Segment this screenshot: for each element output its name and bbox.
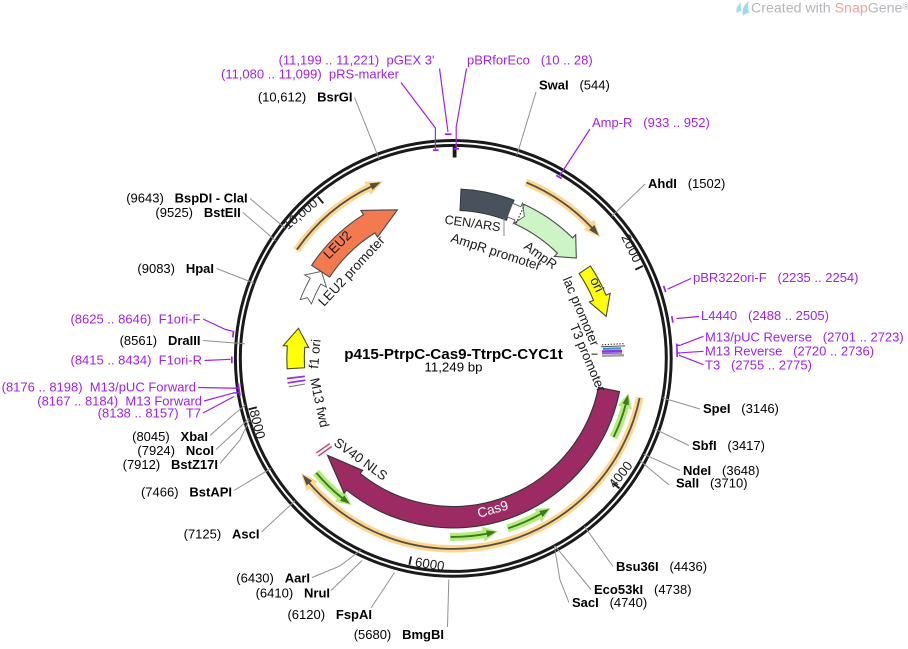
svg-text:2000: 2000 [618, 232, 644, 265]
svg-text:(6410) NruI: (6410) NruI [256, 586, 330, 601]
svg-text:SpeI (3146): SpeI (3146) [703, 401, 779, 416]
svg-text:(8561) DraIII: (8561) DraIII [120, 333, 201, 348]
svg-text:(6430) AarI: (6430) AarI [236, 571, 310, 586]
svg-text:pBR322ori-F (2235 .. 2254): pBR322ori-F (2235 .. 2254) [693, 270, 858, 285]
svg-text:(6120) FspAI: (6120) FspAI [287, 607, 372, 622]
svg-text:(7466) BstAPI: (7466) BstAPI [141, 485, 232, 500]
svg-text:(10,612) BsrGI: (10,612) BsrGI [258, 90, 353, 105]
svg-text:6000: 6000 [414, 554, 446, 573]
svg-text:L4440 (2488 .. 2505): L4440 (2488 .. 2505) [701, 308, 829, 323]
svg-text:(7924) NcoI: (7924) NcoI [137, 443, 214, 458]
svg-text:f1 ori: f1 ori [306, 338, 324, 369]
svg-text:SwaI (544): SwaI (544) [539, 78, 610, 93]
svg-text:(11,080 .. 11,099) pRS-marker: (11,080 .. 11,099) pRS-marker [221, 67, 400, 82]
svg-text:(8625 .. 8646) F1ori-F: (8625 .. 8646) F1ori-F [70, 312, 200, 327]
svg-text:(7912) BstZ17I: (7912) BstZ17I [123, 457, 218, 472]
svg-text:(9525) BstEII: (9525) BstEII [155, 205, 240, 220]
svg-text:T3 (2755 .. 2775): T3 (2755 .. 2775) [705, 358, 812, 373]
svg-text:(8176 .. 8198) M13/pUC Forwar: (8176 .. 8198) M13/pUC Forward [2, 380, 196, 395]
svg-text:(9643) BspDI - ClaI: (9643) BspDI - ClaI [126, 191, 247, 206]
svg-text:Created with SnapGene®: Created with SnapGene® [751, 0, 908, 16]
svg-text:Bsu36I (4436): Bsu36I (4436) [616, 559, 707, 574]
svg-text:(5680) BmgBI: (5680) BmgBI [354, 627, 444, 642]
svg-text:SacI (4740): SacI (4740) [572, 595, 647, 610]
svg-text:M13 fwd: M13 fwd [307, 377, 332, 429]
svg-text:(8045) XbaI: (8045) XbaI [132, 429, 208, 444]
svg-text:M13 Reverse (2720 .. 2736): M13 Reverse (2720 .. 2736) [705, 344, 874, 359]
svg-text:(8167 .. 8184) M13 Forward: (8167 .. 8184) M13 Forward [37, 394, 202, 409]
svg-text:(9083) HpaI: (9083) HpaI [137, 261, 214, 276]
svg-text:pBRforEco (10 .. 28): pBRforEco (10 .. 28) [467, 53, 593, 68]
svg-text:M13/pUC Reverse (2701 .. 272: M13/pUC Reverse (2701 .. 2723) [705, 330, 904, 345]
svg-text:(11,199 .. 11,221) pGEX 3': (11,199 .. 11,221) pGEX 3' [279, 53, 435, 68]
svg-text:(8415 .. 8434) F1ori-R: (8415 .. 8434) F1ori-R [70, 353, 202, 368]
svg-text:SbfI (3417): SbfI (3417) [692, 438, 765, 453]
svg-text:11,249 bp: 11,249 bp [424, 360, 482, 375]
svg-text:(7125) AscI: (7125) AscI [184, 527, 260, 542]
svg-text:Amp-R (933 .. 952): Amp-R (933 .. 952) [592, 115, 710, 130]
svg-text:SalI (3710): SalI (3710) [676, 476, 748, 491]
svg-text:AhdI (1502): AhdI (1502) [648, 176, 725, 191]
